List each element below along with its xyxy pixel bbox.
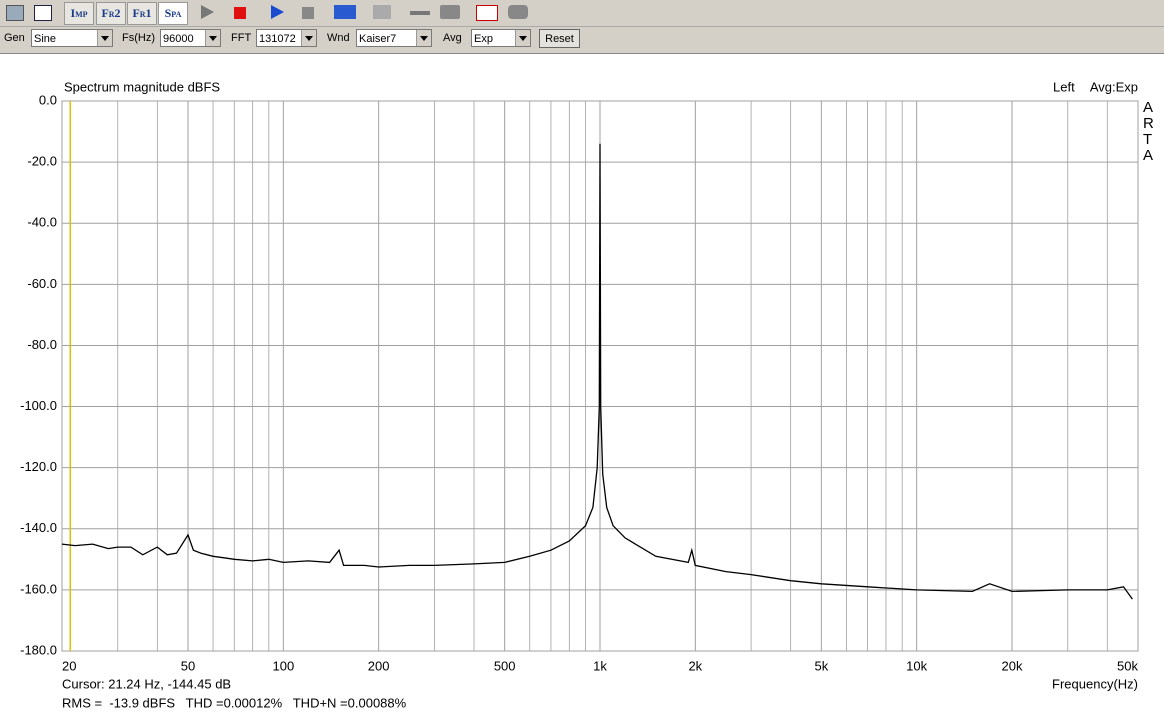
y-tick-label: -140.0 [20,520,57,535]
value: 131072 [259,33,296,45]
stop-icon[interactable] [302,7,314,19]
icon[interactable] [508,5,528,19]
imp-button[interactable]: Imp [64,2,94,25]
x-tick-label: 100 [272,658,294,673]
reset-button[interactable]: Reset [539,29,580,48]
play-icon[interactable] [271,5,284,19]
label: Fs(Hz) [122,32,155,44]
y-tick-label: -100.0 [20,398,57,413]
y-tick-label: -120.0 [20,459,57,474]
play-icon[interactable] [201,5,214,19]
y-tick-label: -60.0 [27,276,57,291]
x-tick-label: 20k [1002,658,1023,673]
toolbar: Imp Fr2 Fr1 Spa [0,0,1164,27]
icon[interactable] [440,5,460,19]
select[interactable]: Sine [31,29,113,47]
label: FFT [231,32,252,44]
select[interactable]: Exp [471,29,531,47]
x-tick-label: 10k [906,658,927,673]
fr1-button[interactable]: Fr1 [127,2,157,25]
y-tick-label: -40.0 [27,215,57,230]
y-tick-label: -20.0 [27,154,57,169]
icon[interactable] [476,5,498,21]
icon[interactable] [34,5,52,21]
x-tick-label: 200 [368,658,390,673]
value: 96000 [163,33,194,45]
x-tick-label: 20 [62,658,76,673]
stop-icon[interactable] [234,7,246,19]
value: Exp [474,33,493,45]
x-axis-label: Frequency(Hz) [1052,676,1138,691]
label: Wnd [327,32,350,44]
chart-title: Spectrum magnitude dBFS [64,79,220,94]
avg-info: Avg:Exp [1090,79,1138,94]
select[interactable]: 96000 [160,29,221,47]
icon[interactable] [373,5,391,19]
label: Avg [443,32,462,44]
cursor-readout: Cursor: 21.24 Hz, -144.45 dB [62,676,231,691]
fr2-button[interactable]: Fr2 [96,2,126,25]
x-tick-label: 1k [593,658,607,673]
icon[interactable] [410,11,430,15]
y-tick-label: -80.0 [27,337,57,352]
spectrum-line [61,143,1133,600]
icon[interactable] [6,5,24,21]
y-tick-label: 0.0 [39,92,57,107]
spa-button[interactable]: Spa [158,2,188,25]
x-tick-label: 2k [688,658,702,673]
x-tick-label: 50 [181,658,195,673]
y-tick-label: -160.0 [20,581,57,596]
brand: ARTA [1143,99,1154,164]
channel: Left [1053,79,1075,94]
select[interactable]: Kaiser7 [356,29,432,47]
y-tick-label: -180.0 [20,642,57,657]
label: Gen [4,32,25,44]
select[interactable]: 131072 [256,29,317,47]
x-tick-label: 500 [494,658,516,673]
x-tick-label: 5k [814,658,828,673]
chart: Spectrum magnitude dBFS Left Avg:Exp Fre… [20,79,1139,710]
x-tick-label: 50k [1117,658,1138,673]
abc-icon[interactable] [334,5,356,19]
value: Sine [34,33,57,45]
stats: RMS = -13.9 dBFS THD =0.00012% THD+N =0.… [62,695,407,710]
value: Kaiser7 [359,33,397,45]
